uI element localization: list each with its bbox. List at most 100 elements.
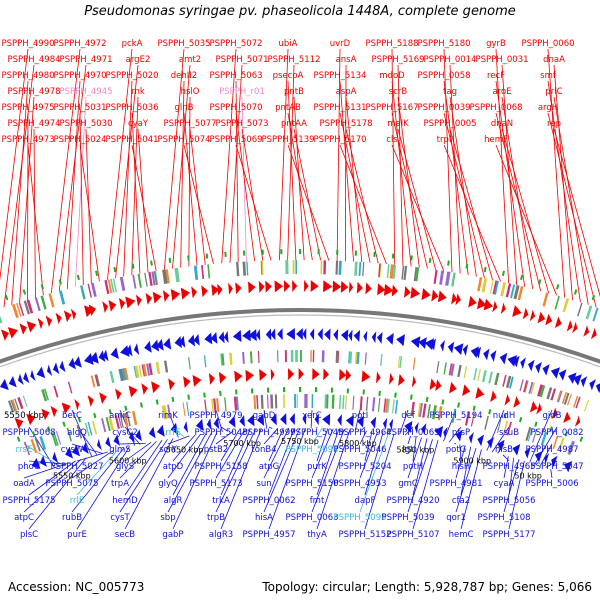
gene-label: cysC2	[112, 428, 137, 438]
cog-stripe	[49, 293, 55, 307]
forward-gene-arrow	[490, 390, 497, 402]
gene-label: 5550 kbp	[4, 411, 44, 421]
gene-label: PSPPH_5073	[215, 119, 268, 129]
leader-line	[548, 113, 596, 307]
leader-line	[496, 49, 509, 283]
cog-stripe	[132, 275, 136, 289]
cog-stripe	[300, 350, 302, 362]
forward-gene-arrow	[56, 313, 62, 325]
gene-label: PSPPH_4981	[429, 479, 482, 489]
cog-stripe	[372, 397, 375, 411]
forward-gene-arrow	[209, 373, 215, 385]
gene-label: PSPPH_5072	[209, 39, 262, 49]
gene-label: cysW	[61, 445, 84, 455]
cog-stripe	[201, 265, 204, 279]
gene-label: hisH	[452, 462, 471, 472]
gene-label: PSPPH_5031	[53, 103, 106, 113]
leader-line	[454, 443, 456, 444]
gene-label: PSPPH_4984	[7, 55, 60, 65]
gene-label: PSPPH_5069	[209, 135, 262, 145]
reverse-gene-arrow	[581, 376, 588, 387]
cog-stripe	[101, 418, 106, 432]
gene-label: PSPPH_5074	[157, 135, 210, 145]
forward-gene-arrow	[292, 280, 297, 292]
reverse-gene-arrow	[324, 329, 330, 341]
gene-label: rep	[547, 119, 561, 129]
forward-gene-arrow	[591, 328, 597, 339]
gene-label: oadA	[13, 479, 35, 489]
cog-stripe	[457, 365, 461, 377]
forward-gene-arrow	[484, 299, 493, 311]
cog-stripe	[563, 298, 569, 312]
gene-label: PSPPH_5036	[105, 103, 158, 113]
forward-gene-arrow	[259, 369, 267, 381]
gene-label: uvrD	[330, 39, 351, 49]
gene-label: dehII2	[171, 71, 197, 81]
reverse-gene-arrow	[543, 364, 550, 376]
scale-tick	[24, 290, 25, 295]
cog-stripe	[68, 382, 73, 394]
gene-label: potI	[352, 411, 368, 421]
gene-label: algR3	[209, 530, 233, 540]
gene-label: PSPPH_4990	[1, 39, 54, 49]
gene-label: PSPPH_0063	[285, 513, 338, 523]
gene-label: atpG	[259, 462, 280, 472]
gene-label: PSPPH_5180	[417, 39, 470, 49]
gene-label: PSPPH_4964	[338, 428, 391, 438]
gene-label: PSPPH_5094	[285, 445, 338, 455]
reverse-gene-arrow	[9, 376, 17, 387]
forward-gene-arrow	[312, 368, 319, 380]
forward-gene-arrow	[102, 301, 108, 313]
reverse-gene-arrow	[483, 349, 489, 361]
forward-gene-arrow	[27, 321, 36, 332]
cog-stripe	[332, 395, 335, 409]
reverse-gene-arrow	[535, 362, 542, 374]
gene-label: PSPPH_5108	[477, 513, 530, 523]
forward-gene-arrow	[228, 283, 233, 295]
forward-gene-arrow	[449, 382, 457, 394]
gene-label: PSPPH_5056	[482, 496, 535, 506]
scale-tick	[63, 422, 64, 427]
scale-tick	[78, 275, 79, 280]
gene-label: recF	[487, 71, 505, 81]
gene-label: PSPPH_5194	[429, 411, 482, 421]
forward-gene-arrow	[430, 378, 437, 390]
gene-label: PSPPH_5077	[163, 119, 216, 129]
gene-label: lgt	[402, 445, 414, 455]
reverse-gene-arrow	[134, 343, 139, 355]
reverse-gene-arrow	[219, 331, 225, 343]
cog-stripe	[477, 277, 482, 291]
gene-label: pntAB	[275, 103, 301, 113]
scale-tick	[430, 258, 431, 263]
reverse-gene-arrow	[296, 328, 303, 340]
gene-label: mdoD	[379, 71, 405, 81]
scale-tick	[94, 413, 95, 418]
gene-label: plsC	[20, 530, 38, 540]
gene-label: aroE	[492, 87, 511, 97]
gene-label: amt2	[179, 55, 201, 65]
scale-tick	[539, 280, 540, 285]
reverse-gene-arrow	[348, 330, 352, 342]
cog-stripe	[306, 394, 308, 408]
cog-stripe	[59, 290, 65, 304]
scale-tick	[395, 393, 396, 398]
forward-gene-arrow	[108, 300, 116, 312]
cog-stripe	[443, 362, 446, 374]
reverse-gene-arrow	[322, 414, 330, 426]
gene-label: gabP	[162, 530, 183, 540]
gene-label: PSPPH_5158	[194, 462, 247, 472]
forward-gene-arrow	[537, 312, 545, 324]
reverse-gene-arrow	[448, 342, 454, 354]
gene-label: scrY	[159, 445, 178, 455]
gene-label: aspA	[336, 87, 357, 97]
gene-label: cfa2	[452, 496, 470, 506]
cog-stripe	[506, 283, 511, 297]
leader-line	[548, 81, 580, 302]
leader-line	[222, 49, 236, 263]
scale-tick	[427, 397, 428, 402]
gene-label: pstB2	[204, 445, 228, 455]
cog-stripe	[224, 397, 227, 411]
gene-label: PSPPH_5170	[313, 135, 366, 145]
forward-gene-arrow	[284, 280, 290, 292]
reverse-gene-arrow	[30, 370, 35, 381]
